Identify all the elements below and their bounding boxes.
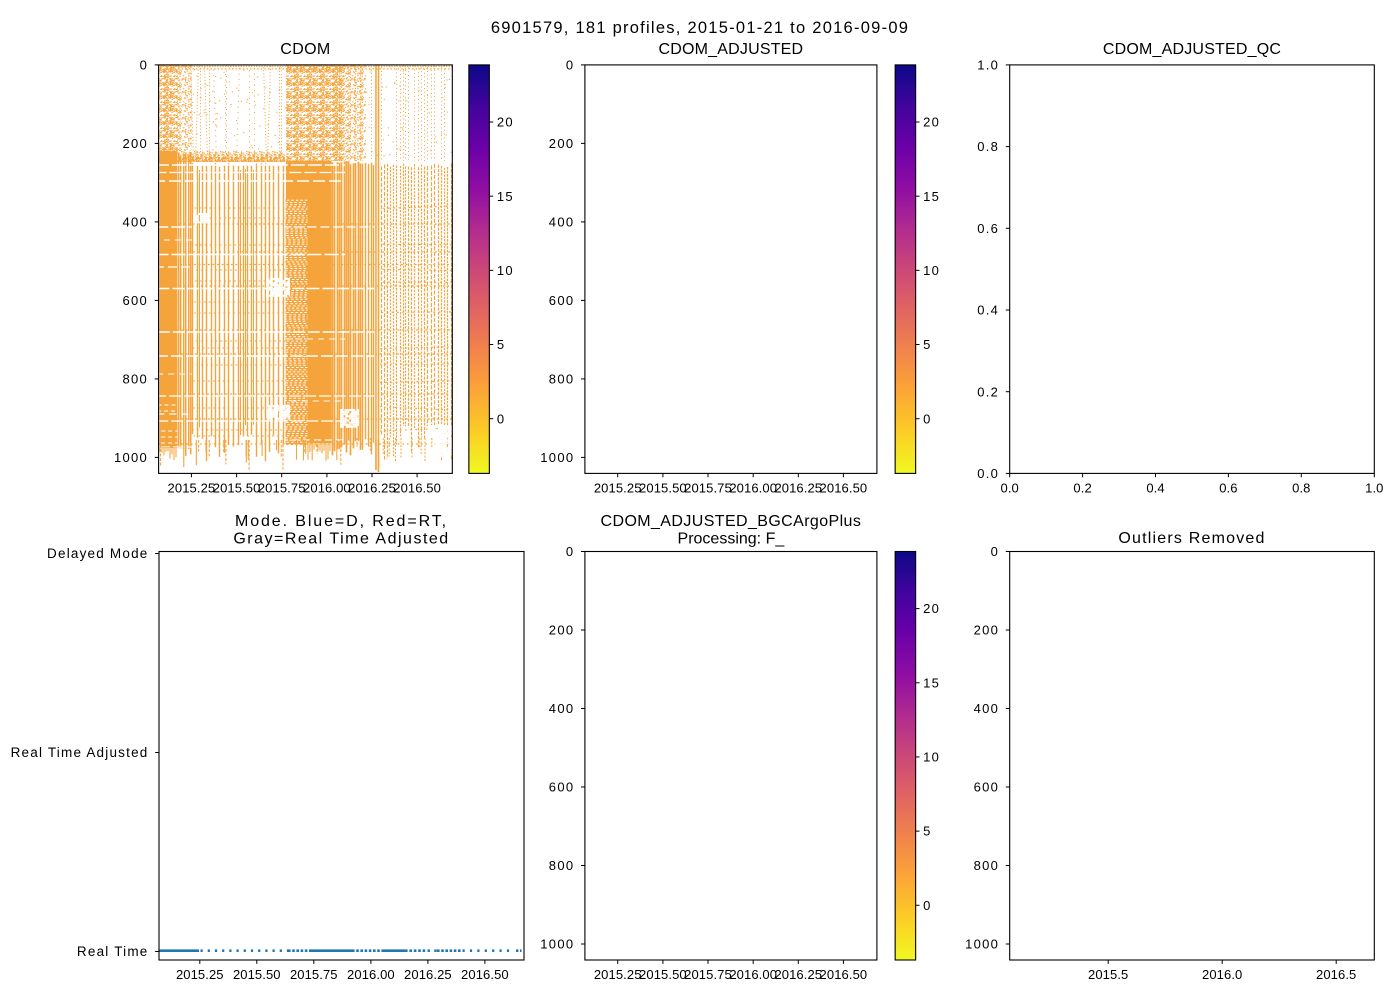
svg-text:1000: 1000 xyxy=(540,937,574,952)
svg-text:20: 20 xyxy=(497,115,514,130)
svg-text:400: 400 xyxy=(123,215,149,230)
svg-text:800: 800 xyxy=(549,858,575,873)
svg-text:0: 0 xyxy=(140,58,149,73)
svg-text:0.4: 0.4 xyxy=(977,303,999,318)
svg-text:0.8: 0.8 xyxy=(977,139,999,154)
svg-text:2016.50: 2016.50 xyxy=(393,480,441,495)
svg-text:2016.0: 2016.0 xyxy=(1202,967,1242,982)
svg-text:2015.25: 2015.25 xyxy=(176,967,224,982)
svg-text:0.2: 0.2 xyxy=(1073,480,1091,495)
svg-text:CDOM_ADJUSTED_BGCArgoPlus: CDOM_ADJUSTED_BGCArgoPlus xyxy=(601,513,862,530)
svg-text:200: 200 xyxy=(123,136,149,151)
svg-text:0.8: 0.8 xyxy=(1292,480,1310,495)
svg-text:400: 400 xyxy=(974,701,1000,716)
svg-text:5: 5 xyxy=(923,824,932,839)
svg-text:Outliers Removed: Outliers Removed xyxy=(1118,530,1265,547)
svg-text:600: 600 xyxy=(123,293,149,308)
svg-text:200: 200 xyxy=(974,623,1000,638)
svg-text:2015.75: 2015.75 xyxy=(258,480,306,495)
svg-text:800: 800 xyxy=(123,372,149,387)
svg-text:0.4: 0.4 xyxy=(1146,480,1164,495)
svg-text:2015.25: 2015.25 xyxy=(168,480,216,495)
svg-text:2015.75: 2015.75 xyxy=(290,967,338,982)
svg-text:0: 0 xyxy=(991,544,1000,559)
svg-text:2016.00: 2016.00 xyxy=(303,480,351,495)
svg-text:2016.50: 2016.50 xyxy=(820,480,868,495)
svg-text:0: 0 xyxy=(497,411,506,426)
svg-text:2016.50: 2016.50 xyxy=(461,967,509,982)
svg-text:1000: 1000 xyxy=(540,450,574,465)
svg-text:2016.5: 2016.5 xyxy=(1316,967,1356,982)
svg-text:400: 400 xyxy=(549,215,575,230)
svg-text:800: 800 xyxy=(974,858,1000,873)
svg-text:CDOM_ADJUSTED: CDOM_ADJUSTED xyxy=(658,41,803,58)
svg-text:200: 200 xyxy=(549,623,575,638)
svg-text:CDOM_ADJUSTED_QC: CDOM_ADJUSTED_QC xyxy=(1103,41,1281,58)
svg-text:2015.25: 2015.25 xyxy=(594,480,642,495)
svg-text:Gray=Real Time Adjusted: Gray=Real Time Adjusted xyxy=(233,531,449,548)
svg-text:10: 10 xyxy=(923,750,940,765)
svg-text:15: 15 xyxy=(497,189,514,204)
svg-text:0: 0 xyxy=(566,58,575,73)
svg-text:1000: 1000 xyxy=(114,450,148,465)
svg-text:1.0: 1.0 xyxy=(977,58,999,73)
svg-text:2016.25: 2016.25 xyxy=(348,480,396,495)
svg-text:1000: 1000 xyxy=(965,937,999,952)
svg-text:200: 200 xyxy=(549,136,575,151)
svg-text:CDOM: CDOM xyxy=(280,41,330,58)
svg-text:600: 600 xyxy=(974,780,1000,795)
svg-text:0.6: 0.6 xyxy=(977,221,999,236)
svg-text:2015.50: 2015.50 xyxy=(639,480,687,495)
svg-text:2016.25: 2016.25 xyxy=(404,967,452,982)
svg-text:2016.00: 2016.00 xyxy=(347,967,395,982)
svg-text:5: 5 xyxy=(497,337,506,352)
svg-text:2015.75: 2015.75 xyxy=(684,967,732,982)
svg-text:15: 15 xyxy=(923,189,940,204)
svg-text:Delayed Mode: Delayed Mode xyxy=(47,546,148,561)
svg-text:400: 400 xyxy=(549,701,575,716)
svg-text:0.0: 0.0 xyxy=(977,466,999,481)
svg-text:15: 15 xyxy=(923,675,940,690)
svg-text:2016.25: 2016.25 xyxy=(774,967,822,982)
svg-text:2016.25: 2016.25 xyxy=(774,480,822,495)
svg-text:Processing: F_: Processing: F_ xyxy=(678,531,786,548)
svg-text:2015.75: 2015.75 xyxy=(684,480,732,495)
svg-text:5: 5 xyxy=(923,337,932,352)
svg-text:2015.5: 2015.5 xyxy=(1088,967,1128,982)
svg-text:0.0: 0.0 xyxy=(1001,480,1019,495)
svg-text:Real Time: Real Time xyxy=(77,944,149,959)
svg-text:2015.25: 2015.25 xyxy=(594,967,642,982)
svg-text:2015.50: 2015.50 xyxy=(639,967,687,982)
svg-text:800: 800 xyxy=(549,372,575,387)
svg-text:Mode. Blue=D, Red=RT,: Mode. Blue=D, Red=RT, xyxy=(235,513,448,530)
svg-text:1.0: 1.0 xyxy=(1365,480,1383,495)
svg-text:0: 0 xyxy=(923,411,932,426)
svg-text:0.6: 0.6 xyxy=(1219,480,1237,495)
svg-text:0: 0 xyxy=(566,544,575,559)
svg-text:600: 600 xyxy=(549,293,575,308)
svg-text:2015.50: 2015.50 xyxy=(233,967,281,982)
svg-text:2015.50: 2015.50 xyxy=(213,480,261,495)
svg-text:600: 600 xyxy=(549,780,575,795)
svg-text:0.2: 0.2 xyxy=(977,384,999,399)
svg-text:2016.00: 2016.00 xyxy=(729,480,777,495)
svg-text:10: 10 xyxy=(497,263,514,278)
svg-text:Real Time Adjusted: Real Time Adjusted xyxy=(11,745,149,760)
svg-text:20: 20 xyxy=(923,601,940,616)
svg-text:6901579, 181 profiles, 2015-01: 6901579, 181 profiles, 2015-01-21 to 201… xyxy=(491,19,909,37)
svg-text:20: 20 xyxy=(923,115,940,130)
svg-text:2016.00: 2016.00 xyxy=(729,967,777,982)
svg-text:10: 10 xyxy=(923,263,940,278)
svg-text:0: 0 xyxy=(923,898,932,913)
svg-text:2016.50: 2016.50 xyxy=(820,967,868,982)
